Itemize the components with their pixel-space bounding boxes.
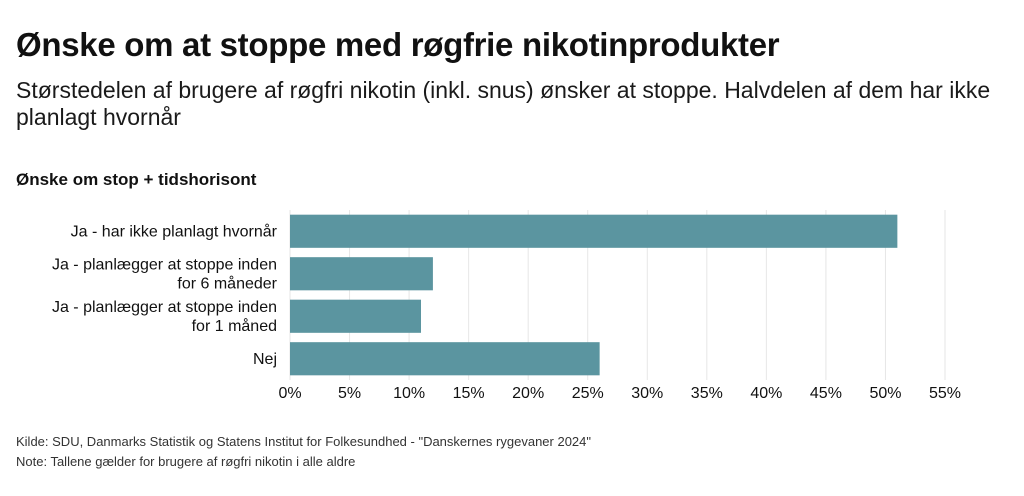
x-tick-label: 40% <box>750 385 782 402</box>
category-label-line: for 1 måned <box>192 317 277 335</box>
page-title: Ønske om at stoppe med røgfrie nikotinpr… <box>16 26 780 63</box>
x-tick-label: 20% <box>512 385 544 402</box>
chart-title: Ønske om stop + tidshorisont <box>16 170 257 189</box>
category-label: Ja - planlægger at stoppe inden for 6 mån… <box>52 256 278 292</box>
chart-footer: Kilde: SDU, Danmarks Statistik og Staten… <box>16 432 591 472</box>
bar <box>290 257 433 291</box>
x-tick-label: 30% <box>631 385 663 402</box>
category-label-line: for 6 måneder <box>177 274 277 292</box>
x-tick-label: 25% <box>572 385 604 402</box>
x-tick-label: 5% <box>338 385 361 402</box>
x-tick-label: 50% <box>869 385 901 402</box>
category-label: Nej <box>253 351 277 368</box>
source-note: Kilde: SDU, Danmarks Statistik og Staten… <box>16 434 592 449</box>
category-label: Ja - planlægger at stoppe inden for 1 mån… <box>52 299 277 335</box>
category-label-line: Ja - planlægger at stoppe inden <box>52 299 277 316</box>
x-tick-label: 35% <box>691 385 723 402</box>
category-label-line: Ja - planlægger at stoppe inden <box>52 256 277 273</box>
bar <box>290 299 421 333</box>
category-label: Ja - har ikke planlagt hvornår <box>71 222 278 240</box>
category-label-line: Nej <box>253 351 277 368</box>
x-tick-label: 55% <box>929 385 961 402</box>
bar <box>290 342 600 376</box>
x-tick-label: 45% <box>810 385 842 402</box>
bar-chart: 0% 5% 10% 15% 20% 25% 30% 35% 40% 45% 50% 55% Ja - h… <box>52 210 961 402</box>
bar <box>290 214 898 248</box>
x-tick-label: 10% <box>393 385 425 402</box>
data-note: Note: Tallene gælder for brugere af røgf… <box>16 454 356 469</box>
category-label-line: Ja - har ikke planlagt hvornår <box>71 222 278 240</box>
x-tick-label: 15% <box>453 385 485 402</box>
x-tick-label: 0% <box>278 385 301 402</box>
page-subtitle: Størstedelen af brugere af røgfri nikoti… <box>16 77 991 130</box>
